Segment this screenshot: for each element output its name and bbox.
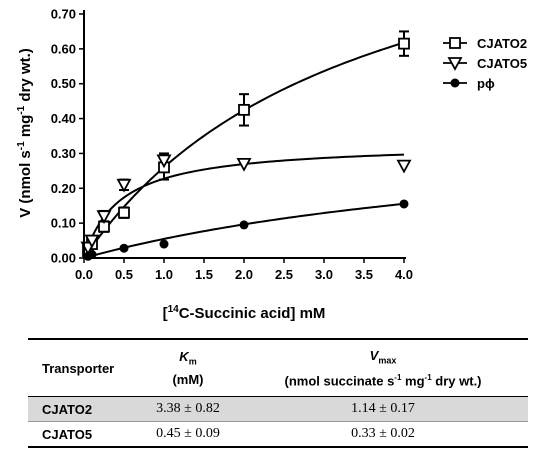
x-axis-label: [14C-Succinic acid] mM [163,304,326,322]
legend-marker-2 [450,78,460,88]
x-tick-label: 2.5 [275,267,293,282]
y-tick-label: 0.30 [51,146,76,161]
table-row: CJATO5 0.45 ± 0.09 0.33 ± 0.02 [28,421,528,446]
legend-label-1: CJATO5 [477,56,527,71]
y-tick-label: 0.70 [51,7,76,22]
legend: CJATO2 CJATO5 pϕ [443,36,527,91]
y-tick-label: 0.20 [51,181,76,196]
data-point-2 [159,239,169,249]
row-vmax: 0.33 ± 0.02 [351,426,415,441]
data-point-2 [239,220,249,230]
row-transporter: CJATO5 [42,426,93,442]
kinetics-chart: 0.00 0.10 0.20 0.30 0.40 0.50 0.60 0.70 0.0 0.5 1.… [16,7,527,323]
x-tick-label: 3.0 [315,267,333,282]
kinetics-table: Transporter Km (mM) Vmax (nmol succinate… [28,338,528,448]
data-point-0 [238,103,250,116]
row-transporter: CJATO2 [42,401,93,417]
data-point-1 [116,178,132,193]
data-point-2 [87,250,97,260]
table-header-row: Transporter Km (mM) Vmax (nmol succinate… [28,340,528,396]
x-tick-label: 4.0 [395,267,413,282]
x-tick-label: 1.0 [155,267,173,282]
y-tick-label: 0.00 [51,251,76,266]
x-tick-label: 0.5 [115,267,133,282]
data-point-1 [236,157,252,172]
data-point-0 [398,37,410,50]
header-vmax: Vmax (nmol succinate s-1 mg-1 dry wt.) [284,347,482,389]
header-km: Km (mM) [172,349,204,387]
header-transporter: Transporter [42,360,115,376]
data-point-0 [118,206,130,219]
y-tick-label: 0.60 [51,41,76,56]
table-bottom-rule [28,446,528,448]
data-point-2 [399,199,409,209]
x-tick-label: 1.5 [195,267,213,282]
table-row: CJATO2 3.38 ± 0.82 1.14 ± 0.17 [28,396,528,421]
y-axis-label: V (nmol s-1 mg-1 dry wt.) [16,48,34,218]
data-point-2 [119,243,129,253]
table-top-rule [28,338,528,340]
row-km: 0.45 ± 0.09 [156,426,220,441]
legend-marker-0 [449,37,461,49]
y-tick-label: 0.40 [51,111,76,126]
data-point-1 [96,210,112,225]
row-km: 3.38 ± 0.82 [156,401,220,416]
data-point-1 [396,159,412,174]
x-tick-label: 3.5 [355,267,373,282]
y-tick-label: 0.50 [51,76,76,91]
legend-marker-1 [447,57,463,71]
data-point-1 [84,234,100,249]
legend-label-0: CJATO2 [477,36,527,51]
data-point-1 [156,154,172,169]
row-vmax: 1.14 ± 0.17 [351,401,415,416]
x-tick-label: 2.0 [235,267,253,282]
legend-label-2: pϕ [477,76,495,91]
fit-curve-2 [86,202,405,259]
x-tick-label: 0.0 [75,267,93,282]
y-tick-label: 0.10 [51,216,76,231]
